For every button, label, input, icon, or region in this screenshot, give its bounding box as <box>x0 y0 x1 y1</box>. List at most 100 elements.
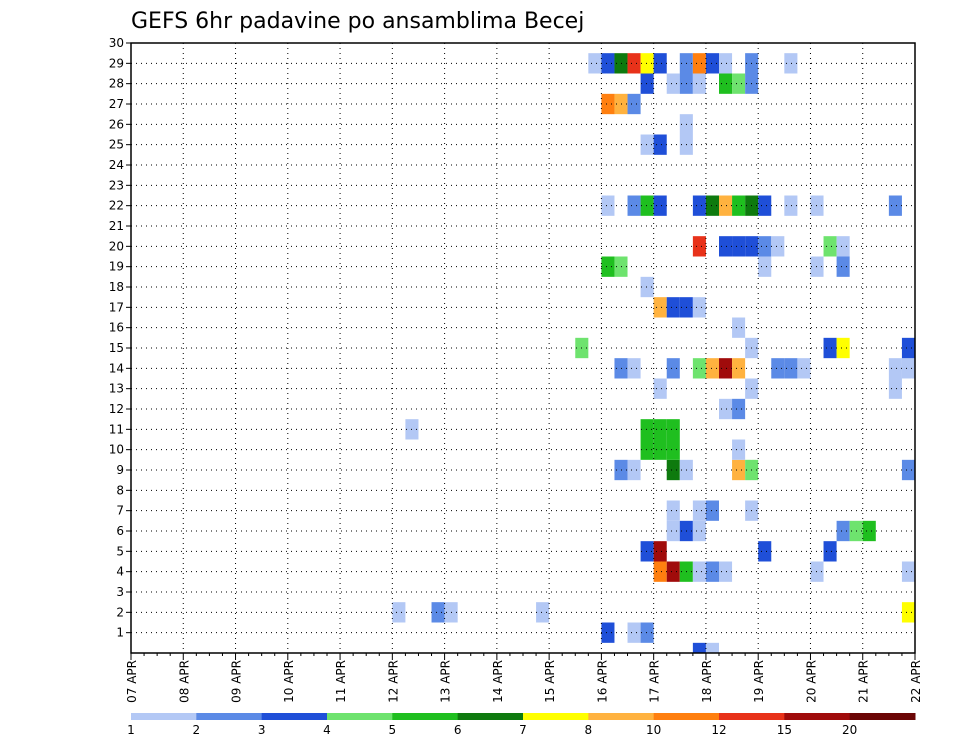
heat-cell <box>719 73 733 94</box>
heat-cell <box>627 195 641 216</box>
heat-cell <box>719 398 733 420</box>
colorbar-label: 10 <box>646 723 661 737</box>
y-axis: 1234567891011121314151617181920212223242… <box>109 36 131 640</box>
heat-cell <box>705 642 719 653</box>
heat-cell <box>640 53 654 74</box>
heat-cell <box>653 378 667 399</box>
heat-cell <box>732 317 746 338</box>
y-tick-label: 16 <box>109 321 124 335</box>
x-tick-label: 19 APR <box>752 660 766 703</box>
x-tick-label: 16 APR <box>595 660 609 703</box>
x-tick-label: 17 APR <box>648 660 662 703</box>
heat-cell <box>627 459 641 481</box>
heat-cell <box>536 602 550 623</box>
heat-cell <box>640 195 654 216</box>
colorbar-swatch <box>327 713 393 720</box>
heat-cell <box>732 236 746 257</box>
y-tick-label: 30 <box>109 36 124 50</box>
colorbar-label: 12 <box>711 723 726 737</box>
heat-cell <box>640 134 654 155</box>
heat-cell <box>666 500 680 521</box>
heat-cell <box>784 195 798 216</box>
heat-cell <box>640 622 654 643</box>
heat-cell <box>601 256 615 277</box>
heat-cell <box>666 561 680 582</box>
heat-cell <box>862 520 876 542</box>
colorbar-label: 7 <box>519 723 527 737</box>
heat-cell <box>732 358 746 379</box>
y-tick-label: 27 <box>109 97 124 111</box>
colorbar-label: 15 <box>777 723 792 737</box>
colorbar-label: 6 <box>454 723 462 737</box>
heat-cell <box>431 602 445 623</box>
x-tick-label: 20 APR <box>804 660 818 703</box>
heat-cell <box>901 561 915 582</box>
y-tick-label: 1 <box>116 626 124 640</box>
colorbar-swatch <box>523 713 589 720</box>
colorbar-label: 1 <box>127 723 135 737</box>
colorbar-swatch <box>131 713 197 720</box>
heat-cell <box>732 73 746 94</box>
y-tick-label: 9 <box>116 463 124 477</box>
y-tick-label: 29 <box>109 56 124 70</box>
heat-cell <box>771 236 785 257</box>
heat-cell <box>719 561 733 582</box>
heat-cell <box>692 53 706 74</box>
heat-cell <box>758 236 772 257</box>
heat-cell <box>836 256 850 277</box>
heat-cell <box>758 195 772 216</box>
heat-cell <box>888 358 902 379</box>
heat-cell <box>836 337 850 359</box>
y-tick-label: 25 <box>109 138 124 152</box>
heat-cell <box>758 256 772 277</box>
heat-cell <box>888 195 902 216</box>
heat-cell <box>719 236 733 257</box>
colorbar-swatch <box>653 713 720 720</box>
heat-cell <box>705 561 719 582</box>
y-tick-label: 3 <box>116 585 124 599</box>
x-tick-label: 10 APR <box>282 660 296 703</box>
y-tick-label: 8 <box>116 483 124 497</box>
y-tick-label: 17 <box>109 300 124 314</box>
heat-cell <box>666 520 680 542</box>
y-tick-label: 4 <box>116 565 124 579</box>
heat-cell <box>901 337 915 359</box>
heat-cell <box>627 622 641 643</box>
chart-title: GEFS 6hr padavine po ansamblima Becej <box>131 9 584 34</box>
x-tick-label: 07 APR <box>125 660 139 703</box>
y-tick-label: 15 <box>109 341 124 355</box>
heat-cell <box>719 195 733 216</box>
x-tick-label: 11 APR <box>334 660 348 703</box>
colorbar-swatch <box>392 713 459 720</box>
heat-cell <box>705 358 719 379</box>
heat-cell <box>392 602 406 623</box>
y-tick-label: 24 <box>109 158 124 172</box>
heat-cell <box>666 73 680 94</box>
colorbar-label: 4 <box>323 723 331 737</box>
y-tick-label: 23 <box>109 178 124 192</box>
heat-cell <box>692 642 706 653</box>
y-tick-label: 7 <box>116 504 124 518</box>
heat-cell <box>627 93 641 115</box>
x-tick-label: 22 APR <box>909 660 923 703</box>
heat-cell <box>692 358 706 379</box>
heat-cell <box>653 195 667 216</box>
heat-cell <box>588 53 602 74</box>
heat-cell <box>601 622 615 643</box>
y-tick-label: 10 <box>109 443 124 457</box>
y-tick-label: 2 <box>116 605 124 619</box>
heat-cell <box>692 73 706 94</box>
heat-cell <box>692 500 706 521</box>
heat-cell <box>901 459 915 481</box>
heat-cell <box>705 53 719 74</box>
heat-cell <box>653 561 667 582</box>
heat-cell <box>784 53 798 74</box>
heat-cell <box>901 602 915 623</box>
colorbar-swatch <box>588 713 655 720</box>
heat-cell <box>784 358 798 379</box>
heat-cell <box>692 195 706 216</box>
x-tick-label: 14 APR <box>491 660 505 703</box>
heat-cell <box>666 419 680 440</box>
y-tick-label: 21 <box>109 219 124 233</box>
y-tick-label: 5 <box>116 544 124 558</box>
